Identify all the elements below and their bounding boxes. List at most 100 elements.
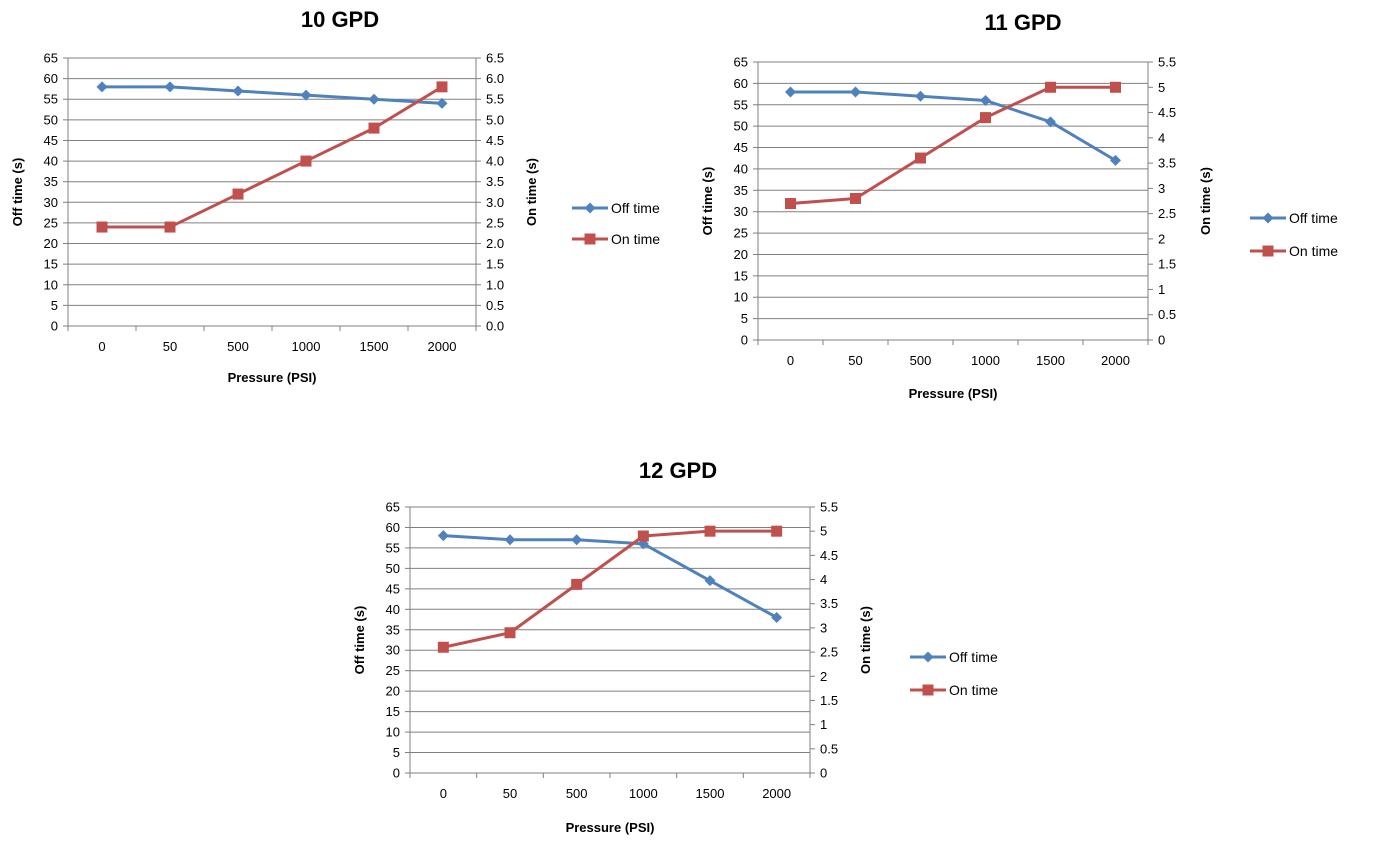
c12-y2-axis-title: On time (s) [858, 606, 873, 674]
c10-series-on-time [96, 81, 448, 233]
c12-off-time-point [771, 611, 783, 623]
c10-y-tick-label: 35 [44, 174, 58, 189]
c12-y-tick-label: 15 [386, 704, 400, 719]
c10-x-tick-label: 2000 [428, 339, 457, 354]
c10-x-tick-label: 1500 [360, 339, 389, 354]
c12-off-time-point [571, 534, 583, 546]
c10-y2-tick-label: 0.5 [486, 298, 504, 313]
c11-y2-tick-label: 5 [1158, 80, 1165, 95]
c12-y-tick-label: 60 [386, 520, 400, 535]
c12-y-tick-label: 5 [393, 745, 400, 760]
c11-y-tick-label: 40 [734, 161, 748, 176]
c12-x-tick-label: 50 [503, 786, 517, 801]
c12-y-tick-label: 20 [386, 684, 400, 699]
c10-y2-tick-label: 1.0 [486, 277, 504, 292]
c12-y2-tick-label: 4 [820, 572, 827, 587]
c12-y-tick-label: 40 [386, 602, 400, 617]
c11-y-tick-label: 55 [734, 97, 748, 112]
c11-x-tick-label: 0 [787, 353, 794, 368]
c11-x-tick-label: 2000 [1101, 353, 1130, 368]
chart-12-gpd: 12 GPD 0 5 10 15 20 25 30 35 40 45 50 55 60 65 0 0.5 1 1.5… [340, 440, 1040, 840]
c11-series-on-time [785, 81, 1121, 210]
c12-y-tick-label: 25 [386, 663, 400, 678]
c12-y-tick-label: 10 [386, 725, 400, 740]
c11-x-tick-label: 50 [848, 353, 862, 368]
c10-series-off-time [96, 81, 448, 109]
c12-y-tick-label: 65 [386, 500, 400, 515]
c12-x-tick-label: 1000 [629, 786, 658, 801]
c12-x-tick-label: 1500 [696, 786, 725, 801]
c12-y2-tick-label: 5 [820, 524, 827, 539]
c12-x-tick-label: 500 [566, 786, 588, 801]
c11-off-time-point [915, 90, 926, 102]
c12-y2-tick-label: 5.5 [820, 500, 838, 515]
c11-series-off-time [785, 86, 1121, 166]
c10-off-time-point [96, 81, 108, 93]
c10-off-time-point [164, 81, 176, 93]
c12-on-time-point [771, 525, 783, 537]
c11-legend-on-time-label: On time [1289, 243, 1338, 259]
c11-x-tick-label: 500 [910, 353, 932, 368]
c10-y2-tick-label: 6.0 [486, 71, 504, 86]
c12-title: 12 GPD [639, 458, 717, 483]
c11-y2-tick-label: 1.5 [1158, 257, 1176, 272]
c12-y-tick-label: 30 [386, 643, 400, 658]
c10-on-time-point [232, 188, 244, 200]
c10-y-tick-label: 65 [44, 51, 58, 66]
c12-y-tick-label: 35 [386, 622, 400, 637]
c11-off-time-point [980, 94, 991, 106]
c11-y2-tick-label: 4.5 [1158, 105, 1176, 120]
c11-x-tick-label: 1500 [1036, 353, 1065, 368]
c12-legend-on-time-label: On time [949, 682, 998, 698]
c10-legend-on-time-label: On time [611, 231, 660, 247]
c11-y-tick-label: 5 [741, 311, 748, 326]
c11-on-time-point [850, 192, 861, 204]
c10-y2-tick-label: 5.0 [486, 112, 504, 127]
c10-y2-tick-label: 0.0 [486, 319, 504, 334]
c12-y2-tick-label: 1.5 [820, 693, 838, 708]
c10-legend-on-time-marker [584, 233, 596, 245]
c10-x-axis-title: Pressure (PSI) [228, 370, 317, 385]
c11-legend-on-time-marker [1262, 245, 1274, 257]
c10-y-tick-label: 10 [44, 277, 58, 292]
c12-y-tick-label: 45 [386, 581, 400, 596]
c10-on-time-point [436, 81, 448, 93]
c10-x-tick-label: 500 [227, 339, 249, 354]
c11-gridlines [753, 61, 1148, 341]
c11-y-tick-label: 10 [734, 290, 748, 305]
c10-y-tick-label: 30 [44, 195, 58, 210]
c12-y2-tick-label: 1 [820, 717, 827, 732]
c11-legend-on-time: On time [1250, 243, 1338, 259]
c11-y2-tick-label: 2.5 [1158, 206, 1176, 221]
c12-y-tick-label: 50 [386, 561, 400, 576]
c11-off-time-point [1045, 116, 1056, 128]
c10-y-tick-label: 15 [44, 257, 58, 272]
c12-legend-off-time-marker [922, 651, 934, 663]
c10-y2-axis-title: On time (s) [524, 158, 539, 226]
c11-y2-tick-label: 4 [1158, 130, 1165, 145]
c11-y2-tick-label: 1 [1158, 282, 1165, 297]
c11-on-time-point [915, 152, 926, 164]
c11-on-time-point [1045, 81, 1056, 93]
c12-off-time-point [504, 534, 516, 546]
c10-off-time-point [368, 93, 380, 105]
c12-x-tick-label: 2000 [762, 786, 791, 801]
c10-legend-off-time: Off time [572, 200, 660, 216]
c12-y2-tick-label: 2.5 [820, 645, 838, 660]
c12-on-time-line [443, 529, 777, 649]
c11-x-axis-title: Pressure (PSI) [909, 386, 998, 401]
c10-title: 10 GPD [301, 7, 379, 32]
c10-legend-off-time-marker [584, 202, 596, 214]
c10-legend-on-time: On time [572, 231, 660, 247]
c11-legend-off-time-marker [1262, 212, 1274, 224]
c11-y-tick-label: 35 [734, 183, 748, 198]
c10-y2-tick-label: 4.5 [486, 133, 504, 148]
c12-series-on-time [437, 525, 783, 653]
c10-y-tick-label: 50 [44, 112, 58, 127]
c10-y2-tick-label: 4.0 [486, 154, 504, 169]
c10-y2-tick-label: 5.5 [486, 92, 504, 107]
c10-y2-tick-label: 2.0 [486, 236, 504, 251]
c10-x-tick-label: 50 [163, 339, 177, 354]
c10-on-time-point [96, 221, 108, 233]
c12-series-off-time [437, 530, 783, 623]
